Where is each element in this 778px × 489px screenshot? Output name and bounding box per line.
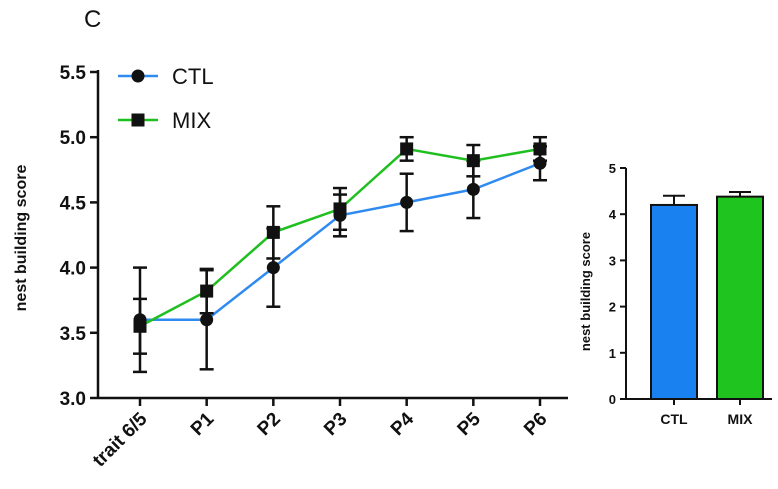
y-tick-label: 5.5 xyxy=(60,63,87,84)
data-point-mix xyxy=(533,142,547,156)
bar-y-tick-label: 3 xyxy=(609,253,616,268)
bar-mix xyxy=(716,195,764,400)
y-tick-label: 3.0 xyxy=(60,389,86,410)
y-axis-title: nest building score xyxy=(13,165,30,312)
legend-label-ctl: CTL xyxy=(172,64,214,89)
legend-label-mix: MIX xyxy=(172,108,211,133)
data-point-mix xyxy=(333,202,347,216)
bar-y-tick-label: 2 xyxy=(609,300,616,315)
y-tick-label: 4.5 xyxy=(60,193,87,214)
bar-y-tick-label: 0 xyxy=(609,392,616,407)
y-tick-label: 4.0 xyxy=(60,259,86,280)
data-point-ctl xyxy=(466,182,480,196)
y-tick-label: 3.5 xyxy=(60,324,87,345)
bar-y-axis-title: nest building score xyxy=(578,232,593,351)
data-point-mix xyxy=(466,154,480,168)
legend-marker-ctl xyxy=(131,69,145,83)
bar-y-tick-label: 1 xyxy=(609,346,616,361)
data-point-ctl xyxy=(400,195,414,209)
y-tick-label: 5.0 xyxy=(60,128,86,149)
data-point-mix xyxy=(133,319,147,333)
bar-ctl xyxy=(650,203,698,400)
data-point-ctl xyxy=(266,261,280,275)
bar-x-tick-label: CTL xyxy=(660,411,688,427)
data-point-mix xyxy=(400,142,414,156)
bar-y-tick-label: 5 xyxy=(609,161,616,176)
legend-marker-mix xyxy=(131,113,145,127)
panel-label: C xyxy=(84,6,102,33)
bar-y-tick-label: 4 xyxy=(609,207,617,222)
bar-x-tick-label: MIX xyxy=(728,411,754,427)
data-point-ctl xyxy=(200,313,214,327)
data-point-mix xyxy=(266,225,280,239)
data-point-mix xyxy=(200,284,214,298)
